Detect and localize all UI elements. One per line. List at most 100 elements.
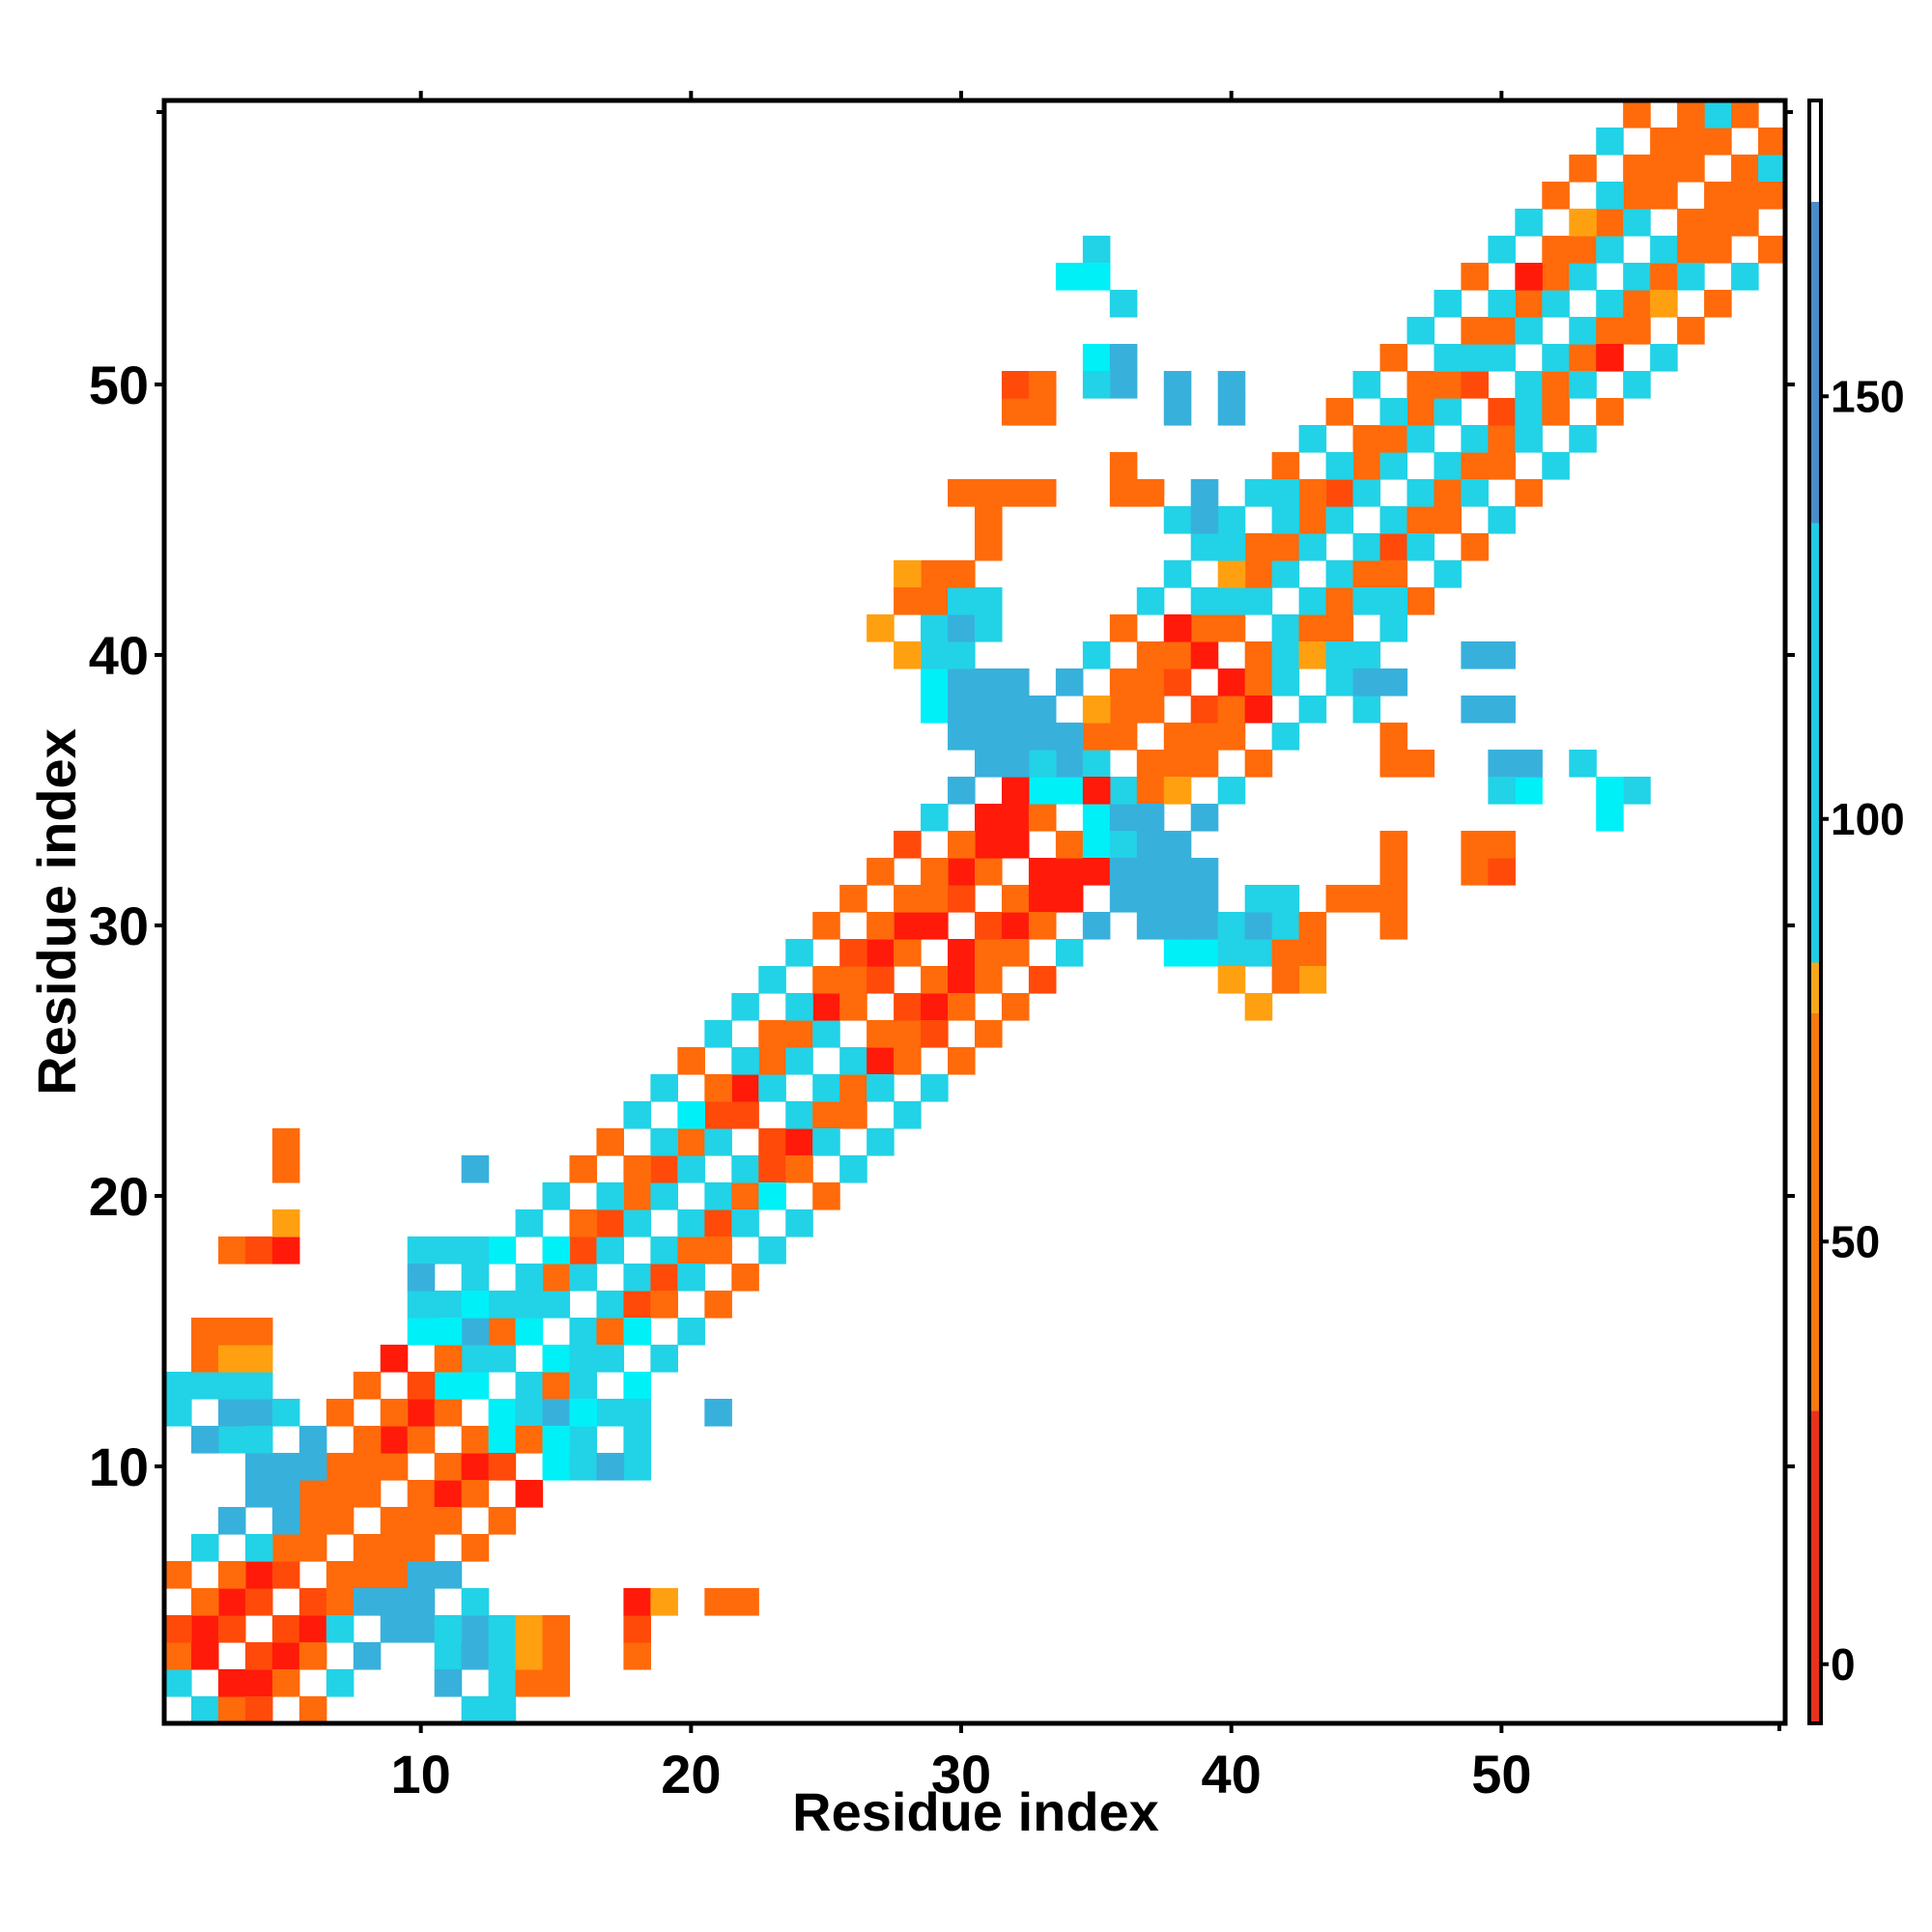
heatmap-cell (677, 1047, 705, 1075)
heatmap-cell (1001, 939, 1030, 967)
heatmap-cell (326, 1561, 355, 1589)
colorbar-band (1809, 1013, 1821, 1411)
heatmap-cell (975, 1020, 1003, 1048)
heatmap-cell (380, 1615, 409, 1643)
heatmap-cell (515, 1264, 544, 1292)
heatmap-cell (434, 1669, 463, 1697)
heatmap-cell (867, 939, 895, 967)
heatmap-cell (921, 641, 949, 669)
axis-ticks: 10 20 30 40 50 10 20 30 40 50 (89, 91, 1795, 1804)
heatmap-cell (1271, 614, 1300, 642)
heatmap-cell (623, 1399, 651, 1427)
heatmap-cell (839, 993, 867, 1021)
heatmap-cell (1623, 155, 1651, 183)
heatmap-cell (1352, 425, 1381, 453)
heatmap-cell (271, 1669, 300, 1697)
heatmap-cell (1379, 831, 1408, 859)
heatmap-cell (1028, 371, 1057, 399)
heatmap-cell (1677, 263, 1705, 291)
heatmap-cell (1271, 506, 1300, 534)
colorbar-band (1809, 523, 1821, 963)
heatmap-cell (1001, 885, 1030, 913)
heatmap-cell (1650, 290, 1678, 318)
heatmap-cell (785, 1209, 813, 1237)
heatmap-cell (1028, 966, 1057, 994)
heatmap-cell (407, 1615, 436, 1643)
heatmap-cell (217, 1588, 246, 1616)
heatmap-cell (353, 1453, 382, 1481)
heatmap-cell (1650, 155, 1678, 183)
heatmap-cell (569, 1372, 598, 1400)
heatmap-cell (244, 1588, 273, 1616)
heatmap-cell (948, 1047, 976, 1075)
heatmap-cell (244, 1318, 273, 1346)
x-tick-label: 40 (1202, 1744, 1262, 1804)
heatmap-cell (623, 1453, 651, 1481)
heatmap-cell (704, 1236, 732, 1264)
heatmap-cell (1271, 479, 1300, 507)
heatmap-cell (975, 831, 1003, 859)
heatmap-cell (1001, 912, 1030, 940)
heatmap-cell (217, 1345, 246, 1373)
heatmap-cell (1434, 479, 1462, 507)
heatmap-cell (1758, 236, 1786, 264)
heatmap-cell (1596, 128, 1624, 156)
heatmap-cell (1515, 479, 1543, 507)
heatmap-cell (677, 1318, 705, 1346)
heatmap-cell (515, 1426, 544, 1454)
x-tick-label: 30 (931, 1744, 991, 1804)
heatmap-cell (894, 912, 922, 940)
heatmap-cell (1082, 371, 1111, 399)
heatmap-cell (271, 1507, 300, 1535)
heatmap-cell (1461, 317, 1489, 345)
heatmap-cell (1055, 723, 1084, 751)
heatmap-cell (1731, 155, 1759, 183)
heatmap-cell (1704, 290, 1732, 318)
heatmap-cell (407, 1561, 436, 1589)
heatmap-cell (921, 912, 949, 940)
heatmap-cell (1379, 452, 1408, 480)
heatmap-cell (1082, 777, 1111, 805)
heatmap-cell (1650, 128, 1678, 156)
heatmap-cell (1271, 560, 1300, 588)
heatmap-cell (271, 1615, 300, 1643)
heatmap-cell (839, 939, 867, 967)
heatmap-cell (1082, 831, 1111, 859)
heatmap-cell (244, 1453, 273, 1481)
heatmap-cell (298, 1534, 327, 1562)
colorbar-tick-label: 50 (1831, 1216, 1880, 1266)
heatmap-cell (867, 1047, 895, 1075)
heatmap-cell (1461, 533, 1489, 561)
heatmap-cell (164, 1399, 192, 1427)
heatmap-cell (1190, 479, 1219, 507)
heatmap-cell (948, 614, 976, 642)
heatmap-cell (1163, 777, 1192, 805)
heatmap-cell (488, 1236, 517, 1264)
heatmap-cell (380, 1426, 409, 1454)
heatmap-cell (542, 1426, 571, 1454)
heatmap-cell (1379, 560, 1408, 588)
heatmap-cell (1217, 939, 1246, 967)
heatmap-cell (1406, 398, 1435, 426)
heatmap-cell (271, 1453, 300, 1481)
heatmap-cell (353, 1480, 382, 1508)
heatmap-cell (1569, 263, 1597, 291)
heatmap-cell (244, 1372, 273, 1400)
heatmap-cell (1244, 885, 1273, 913)
heatmap-cell (1434, 371, 1462, 399)
heatmap-cell (1677, 236, 1705, 264)
heatmap-cell (217, 1426, 246, 1454)
heatmap-cell (298, 1426, 327, 1454)
heatmap-cell (380, 1507, 409, 1535)
heatmap-cell (326, 1669, 355, 1697)
heatmap-cell (353, 1534, 382, 1562)
heatmap-cell (1190, 641, 1219, 669)
heatmap-cell (569, 1345, 598, 1373)
heatmap-cell (164, 1615, 192, 1643)
heatmap-cell (1190, 885, 1219, 913)
heatmap-cell (244, 1480, 273, 1508)
heatmap-cell (1298, 425, 1327, 453)
heatmap-cell (839, 1155, 867, 1183)
heatmap-cell (461, 1155, 490, 1183)
heatmap-cell (1515, 317, 1543, 345)
